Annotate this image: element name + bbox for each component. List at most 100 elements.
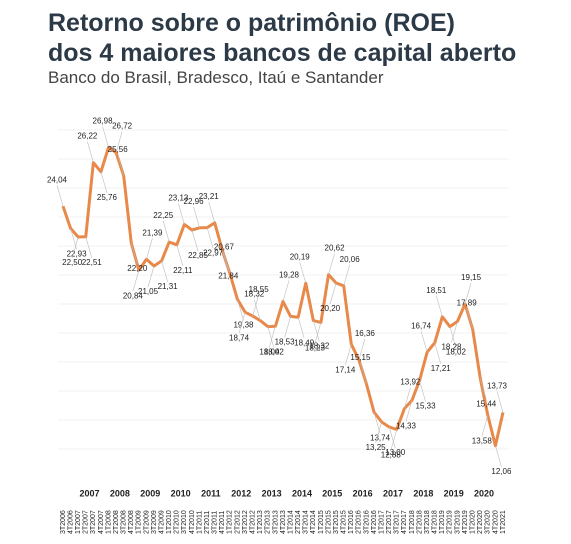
leader-line	[267, 326, 275, 348]
data-label: 13,92	[400, 378, 421, 387]
leader-line	[419, 380, 426, 402]
leader-line	[314, 322, 322, 344]
data-label: 22,20	[127, 264, 148, 273]
leader-line	[191, 229, 199, 252]
x-tick-label: 2T2017	[386, 510, 393, 534]
x-tick-label: 3T2014	[303, 510, 310, 534]
leader-line	[496, 391, 504, 413]
x-tick-label: 1T2012	[227, 510, 234, 534]
leader-line	[223, 252, 231, 274]
leader-line	[329, 282, 337, 305]
x-tick-label: 2T2011	[204, 511, 211, 534]
leader-line	[297, 317, 305, 339]
leader-line	[193, 206, 200, 228]
data-label: 22,97	[203, 249, 224, 258]
leader-line	[146, 238, 153, 260]
leader-line	[405, 400, 413, 422]
data-label: 25,76	[97, 193, 118, 202]
data-label: 18,02	[264, 348, 285, 357]
data-label: 22,93	[67, 250, 88, 259]
leader-line	[161, 260, 168, 282]
x-tick-label: 3T2019	[454, 510, 461, 534]
data-label: 20,67	[214, 243, 235, 252]
leader-line	[237, 299, 244, 321]
x-tick-label: 2T2014	[295, 510, 302, 534]
x-tick-label: 4T2012	[249, 510, 256, 534]
x-tick-label: 4T2017	[401, 510, 408, 534]
x-tick-label: 2T2008	[113, 510, 120, 534]
leader-line	[390, 429, 398, 451]
data-label: 22,96	[184, 197, 205, 206]
data-label: 21,84	[218, 271, 239, 280]
x-tick-label: 4T2011	[219, 511, 226, 534]
x-tick-label: 2T2009	[143, 510, 150, 534]
year-label: 2009	[140, 488, 160, 498]
data-label: 13,00	[385, 448, 406, 457]
x-tick-label: 3T2018	[424, 510, 431, 534]
leader-line	[130, 242, 138, 265]
data-label: 14,33	[396, 422, 417, 431]
data-label: 17,89	[457, 298, 478, 307]
data-label: 18,74	[229, 333, 250, 342]
leader-line	[479, 378, 487, 400]
chart-title: Retorno sobre o patrimônio (ROE)	[48, 9, 455, 37]
leader-line	[85, 236, 93, 258]
data-label: 22,25	[153, 211, 174, 220]
x-tick-label: 1T2013	[257, 510, 264, 534]
data-label: 16,74	[411, 321, 432, 330]
leader-line	[464, 282, 472, 305]
x-tick-label: 4T2020	[492, 510, 499, 534]
data-label: 13,73	[487, 382, 508, 391]
data-label: 17,21	[431, 364, 452, 373]
data-label: 22,11	[173, 266, 193, 275]
x-tick-label: 1T2020	[469, 510, 476, 534]
x-tick-label: 4T2006	[67, 510, 74, 534]
leader-line	[208, 201, 216, 223]
data-label: 20,06	[340, 255, 361, 264]
data-label: 23,13	[168, 194, 189, 203]
leader-line	[102, 126, 109, 148]
leader-line	[434, 342, 442, 364]
data-label: 15,15	[350, 353, 371, 362]
x-tick-label: 3T2011	[212, 511, 219, 534]
x-tick-label: 2T2007	[83, 510, 90, 534]
x-tick-label: 4T2018	[432, 510, 439, 534]
leader-line	[313, 320, 320, 342]
leader-line	[328, 253, 335, 275]
leader-line	[206, 227, 214, 249]
year-label: 2017	[383, 488, 403, 498]
x-tick-label: 3T2015	[333, 510, 340, 534]
year-label: 2016	[353, 488, 373, 498]
data-label: 13,74	[370, 433, 391, 442]
x-tick-label: 1T2014	[287, 510, 294, 534]
data-label: 18,32	[309, 342, 330, 351]
data-label: 13,25	[366, 443, 387, 452]
data-label: 17,14	[335, 365, 356, 374]
leader-line	[115, 131, 123, 153]
leader-line	[420, 331, 428, 353]
leader-line	[100, 171, 108, 193]
data-label: 19,28	[279, 271, 300, 280]
x-tick-label: 4T2013	[280, 510, 287, 534]
data-label: 21,05	[138, 287, 159, 296]
x-tick-label: 1T2007	[75, 510, 82, 534]
x-tick-label: 2T2020	[477, 510, 484, 534]
chart-subtitle: Banco do Brasil, Bradesco, Itaú e Santan…	[48, 68, 384, 87]
leader-line	[87, 141, 94, 163]
leader-line	[178, 203, 185, 225]
x-tick-label: 4T2007	[98, 510, 105, 534]
leader-line	[495, 445, 502, 467]
x-tick-label: 1T2019	[439, 510, 446, 534]
data-label: 21,31	[158, 282, 179, 291]
x-tick-label: 3T2017	[394, 510, 401, 534]
data-label: 18,55	[249, 285, 270, 294]
data-label: 20,62	[325, 244, 346, 253]
x-tick-label: 4T2016	[371, 510, 378, 534]
x-tick-label: 3T2006	[60, 510, 67, 534]
x-tick-label: 2T2010	[174, 510, 181, 534]
leader-line	[176, 244, 184, 266]
data-label: 21,39	[142, 228, 163, 237]
leader-line	[343, 264, 350, 286]
